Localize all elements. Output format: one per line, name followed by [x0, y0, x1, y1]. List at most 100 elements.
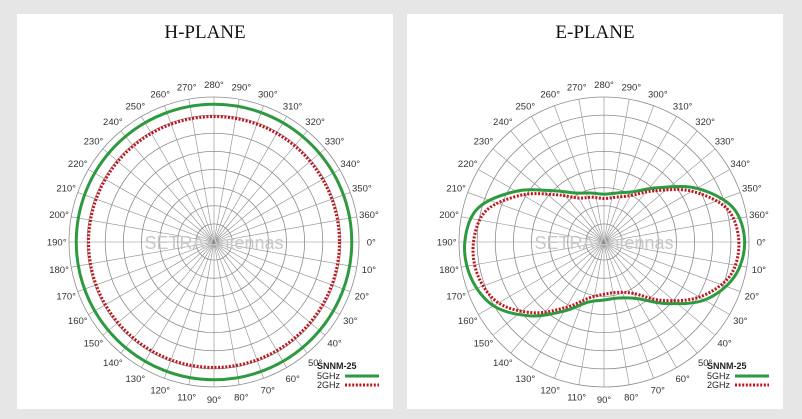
legend-title: SNNM-25 — [317, 361, 357, 371]
grid-spoke — [603, 241, 747, 268]
grid-spoke — [71, 216, 215, 243]
angle-tick-label: 210° — [446, 184, 466, 195]
angle-tick-label: 20° — [745, 291, 760, 302]
angle-tick-label: 50° — [698, 358, 713, 369]
grid-spoke — [88, 169, 215, 243]
angle-tick-label: 30° — [733, 316, 748, 327]
grid-spoke — [213, 105, 264, 243]
angle-tick-label: 180° — [49, 265, 69, 276]
angle-tick-label: 130° — [516, 374, 536, 385]
angle-tick-label: 360° — [749, 210, 769, 221]
e-plane-title: E-PLANE — [555, 22, 635, 43]
angle-tick-label: 130° — [126, 374, 146, 385]
grid-spoke — [213, 241, 326, 336]
legend-label: 5GHz — [707, 371, 731, 381]
angle-tick-label: 260° — [540, 90, 560, 101]
angle-tick-label: 160° — [458, 316, 478, 327]
angle-tick-label: 360° — [359, 210, 379, 221]
grid-spoke — [213, 241, 264, 379]
angle-tick-label: 170° — [446, 291, 466, 302]
grid-spoke — [603, 241, 730, 315]
angle-tick-label: 170° — [56, 291, 76, 302]
grid-spoke — [603, 169, 730, 243]
grid-spoke — [603, 105, 654, 243]
angle-tick-label: 70° — [261, 385, 276, 396]
grid-spoke — [77, 192, 215, 243]
grid-spoke — [603, 241, 654, 379]
grid-spoke — [461, 216, 605, 243]
grid-spoke — [603, 130, 698, 243]
grid-spoke — [213, 116, 287, 243]
grid-spoke — [213, 169, 340, 243]
grid-spoke — [531, 241, 605, 368]
angle-tick-label: 330° — [715, 136, 735, 147]
angle-tick-label: 140° — [493, 358, 513, 369]
angle-tick-label: 350° — [742, 184, 762, 195]
grid-spoke — [88, 241, 215, 315]
grid-spoke — [554, 241, 605, 379]
grid-spoke — [213, 99, 240, 243]
angle-tick-label: 30° — [343, 316, 358, 327]
grid-spoke — [213, 241, 340, 315]
angle-tick-label: 310° — [283, 101, 303, 112]
h-plane-polar-chart: 280° 290° 300° 310°320°330° 340° 350° 360° 0° 10… — [47, 80, 379, 406]
watermark-text: SETRA Antennas — [534, 233, 673, 253]
grid-spoke — [603, 116, 677, 243]
angle-tick-label: 220° — [458, 159, 478, 170]
angle-tick-label: 320° — [695, 117, 715, 128]
angle-tick-label: 40° — [717, 339, 732, 350]
grid-spoke — [188, 99, 215, 243]
angle-tick-label: 160° — [68, 316, 88, 327]
grid-spoke — [603, 241, 741, 292]
angle-tick-label: 330° — [325, 136, 345, 147]
grid-spoke — [141, 116, 215, 243]
angle-tick-label: 110° — [567, 392, 586, 403]
grid-spoke — [492, 241, 605, 336]
grid-spoke — [164, 241, 215, 379]
angle-tick-label: 270° — [177, 83, 197, 94]
angle-tick-label: 150° — [84, 339, 104, 350]
legend-label: 2GHz — [317, 380, 341, 390]
grid-spoke — [77, 241, 215, 292]
grid-spoke — [213, 148, 326, 243]
grid-spoke — [120, 130, 215, 243]
angle-tick-label: 20° — [355, 291, 370, 302]
grid-spoke — [71, 241, 215, 268]
angle-tick-label: 290° — [231, 83, 251, 94]
grid-spoke — [478, 169, 605, 243]
angle-tick-label: 280° — [594, 80, 614, 91]
grid-spoke — [164, 105, 215, 243]
grid-spoke — [603, 241, 677, 368]
h-plane-panel: H-PLANE 280° 290° 300° 310° 320° 330° 340° 350°… — [17, 14, 393, 409]
angle-tick-label: 270° — [567, 83, 587, 94]
angle-tick-label: 250° — [126, 101, 146, 112]
angle-tick-label: 280° — [204, 80, 224, 91]
grid-spoke — [603, 241, 716, 336]
grid-spoke — [603, 216, 747, 243]
grid-spoke — [102, 148, 215, 243]
angle-tick-label: 350° — [352, 184, 372, 195]
legend-title: SNNM-25 — [707, 361, 747, 371]
angle-tick-label: 120° — [540, 385, 560, 396]
grid-spoke — [531, 116, 605, 243]
angle-tick-label: 60° — [285, 374, 300, 385]
grid-spoke — [141, 241, 215, 368]
grid-spoke — [213, 216, 357, 243]
angle-tick-label: 190° — [47, 238, 67, 249]
legend-label: 2GHz — [707, 380, 731, 390]
grid-spoke — [554, 105, 605, 243]
angle-tick-label: 340° — [730, 159, 750, 170]
angle-tick-label: 40° — [327, 339, 342, 350]
series-5ghz-curve — [463, 185, 747, 318]
angle-tick-label: 190° — [437, 238, 457, 249]
grid-spoke — [213, 241, 357, 268]
legend-label: 5GHz — [317, 371, 341, 381]
grid-spoke — [213, 241, 240, 385]
angle-tick-label: 230° — [84, 136, 104, 147]
angle-tick-label: 300° — [648, 90, 668, 101]
grid-spoke — [120, 241, 215, 354]
angle-tick-label: 150° — [474, 339, 494, 350]
angle-tick-label: 60° — [675, 374, 690, 385]
grid-spoke — [467, 241, 605, 292]
angle-tick-label: 0° — [757, 238, 766, 249]
